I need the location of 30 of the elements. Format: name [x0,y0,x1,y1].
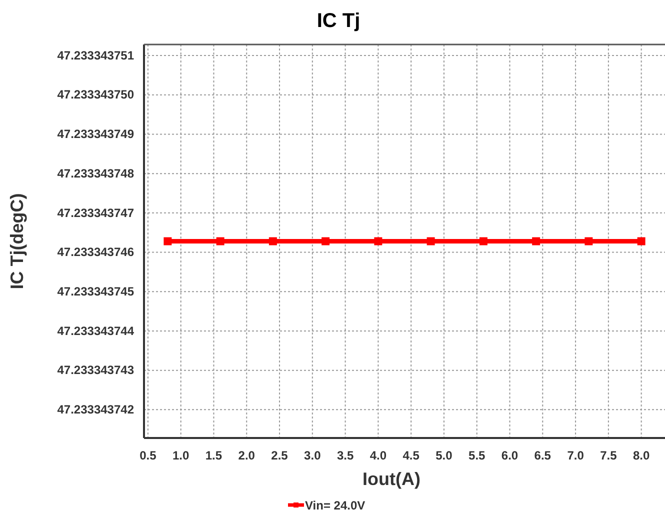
x-tick-label: 1.0 [172,448,190,463]
x-tick-label: 0.5 [140,448,157,463]
x-axis-title: Iout(A) [362,469,420,489]
x-tick-label: 4.0 [370,448,387,463]
x-tick-label: 4.5 [402,448,420,463]
y-tick-label: 47.233343747 [57,206,134,220]
x-tick-label: 7.0 [567,448,584,463]
x-tick-label: 3.0 [304,448,322,463]
x-tick-label: 5.0 [436,448,453,463]
y-tick-label: 47.233343751 [57,48,134,62]
x-tick-label: 3.5 [336,448,354,463]
y-tick-label: 47.233343743 [57,363,134,378]
chart-title: IC Tj [316,10,360,32]
x-tick-label: 2.0 [238,448,256,463]
y-tick-label: 47.233343748 [57,166,134,180]
legend-label: Vin= 24.0V [305,498,366,512]
y-tick-label: 47.233343742 [57,402,134,417]
x-tick-label: 7.5 [600,448,618,463]
x-tick-label: 6.5 [534,448,552,463]
x-tick-label: 5.5 [468,448,486,463]
x-tick-label: 8.0 [632,448,650,463]
y-axis-title: IC Tj(degC) [7,193,27,290]
y-tick-label: 47.233343744 [57,324,134,338]
y-tick-label: 47.233343746 [57,245,134,260]
y-tick-label: 47.233343750 [57,88,134,102]
y-tick-label: 47.233343745 [57,284,134,298]
y-tick-label: 47.233343749 [57,127,134,142]
x-tick-label: 2.5 [271,448,288,463]
x-tick-label: 6.0 [501,448,518,463]
x-tick-label: 1.5 [205,448,222,463]
